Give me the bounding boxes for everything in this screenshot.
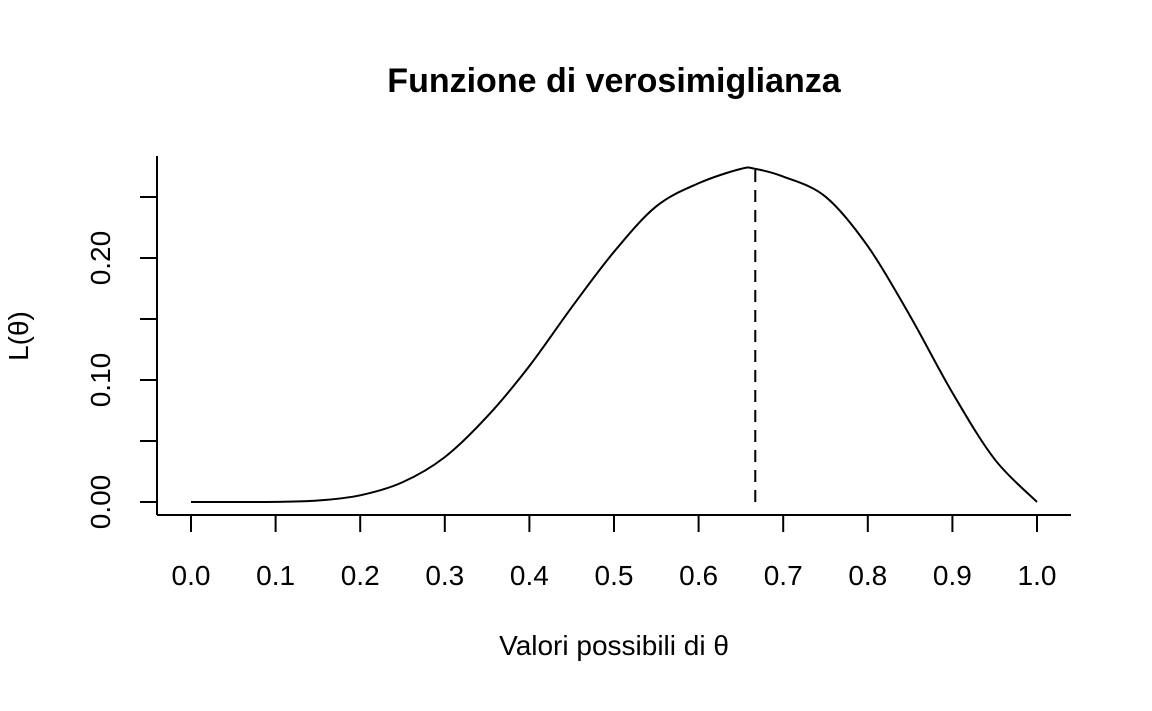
x-tick-label: 0.9 xyxy=(933,560,972,591)
axes: 0.0 0.1 0.2 0.3 0.4 0.5 0.6 0.7 0.8 0.9 1.0 0.00 0.1… xyxy=(85,156,1071,591)
x-tick-label: 0.5 xyxy=(595,560,634,591)
y-tick-label: 0.10 xyxy=(85,353,116,408)
x-tick-label: 0.0 xyxy=(172,560,211,591)
x-tick-label: 0.8 xyxy=(848,560,887,591)
chart-title: Funzione di verosimiglianza xyxy=(387,62,841,100)
x-tick-label: 0.4 xyxy=(510,560,549,591)
likelihood-curve xyxy=(190,166,1038,504)
x-tick-label: 0.1 xyxy=(256,560,295,591)
y-tick-label: 0.00 xyxy=(85,475,116,530)
x-tick-label: 0.7 xyxy=(764,560,803,591)
x-tick-label: 0.6 xyxy=(679,560,718,591)
x-tick-label: 1.0 xyxy=(1018,560,1057,591)
y-axis-label: L(θ) xyxy=(3,311,34,361)
series-layer xyxy=(190,166,1038,504)
x-tick-label: 0.3 xyxy=(425,560,464,591)
y-tick-label: 0.20 xyxy=(85,231,116,286)
x-tick-label: 0.2 xyxy=(341,560,380,591)
x-axis-label: Valori possibili di θ xyxy=(499,630,729,661)
